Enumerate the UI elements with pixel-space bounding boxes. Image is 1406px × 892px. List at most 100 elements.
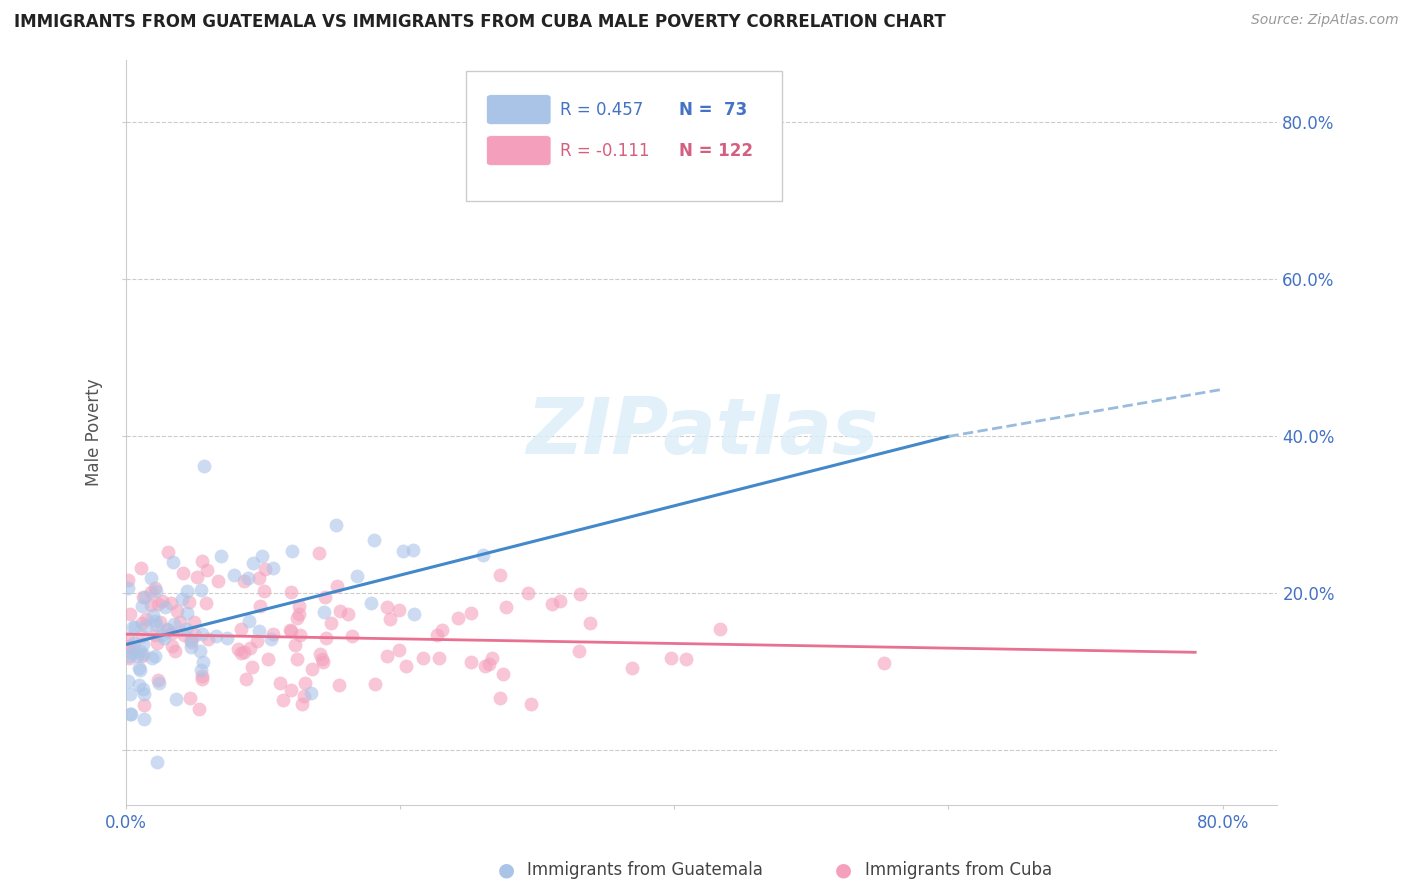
Point [621, 661, 644, 675]
Point [148, 676, 170, 690]
Point [163, 617, 186, 632]
Point [294, 676, 316, 690]
Point [129, 643, 152, 657]
Point [404, 607, 426, 621]
Point [132, 698, 155, 712]
Point [659, 651, 682, 665]
Point [429, 651, 451, 665]
Point [166, 604, 188, 618]
Y-axis label: Male Poverty: Male Poverty [86, 379, 103, 486]
Point [152, 628, 174, 642]
Point [280, 624, 302, 639]
Point [134, 591, 156, 605]
Point [125, 649, 148, 664]
Point [229, 646, 252, 660]
Point [233, 574, 256, 588]
Text: Immigrants from Guatemala: Immigrants from Guatemala [527, 861, 763, 879]
Point [184, 628, 207, 642]
Point [491, 666, 513, 681]
Point [340, 629, 363, 643]
Point [337, 607, 360, 622]
Point [250, 549, 273, 563]
Point [118, 639, 141, 653]
Point [190, 669, 212, 683]
Point [193, 458, 215, 473]
Point [139, 571, 162, 585]
Point [118, 687, 141, 701]
Point [156, 623, 179, 637]
Point [278, 623, 301, 637]
Point [262, 627, 284, 641]
Point [308, 647, 330, 661]
Point [118, 648, 141, 663]
Point [478, 657, 501, 671]
Point [183, 615, 205, 629]
Point [121, 646, 143, 660]
Point [489, 690, 512, 705]
Point [190, 582, 212, 597]
Point [363, 533, 385, 547]
Point [172, 591, 194, 606]
Point [145, 584, 167, 599]
Point [190, 554, 212, 568]
Point [291, 698, 314, 712]
Point [160, 625, 183, 640]
Point [426, 628, 449, 642]
Point [173, 628, 195, 642]
Point [157, 624, 180, 638]
Text: N =  73: N = 73 [679, 101, 747, 119]
Point [388, 642, 411, 657]
Point [238, 614, 260, 628]
Point [315, 631, 337, 645]
Point [301, 662, 323, 676]
Point [142, 608, 165, 623]
Point [139, 599, 162, 613]
Point [280, 683, 302, 698]
Point [233, 644, 256, 658]
Point [520, 697, 543, 711]
Point [122, 642, 145, 657]
Point [131, 616, 153, 631]
Point [172, 566, 194, 580]
Point [132, 590, 155, 604]
Point [568, 644, 591, 658]
Point [392, 543, 415, 558]
FancyBboxPatch shape [465, 70, 782, 202]
Point [395, 659, 418, 673]
Text: N = 122: N = 122 [679, 142, 752, 160]
Point [364, 676, 387, 690]
Point [152, 631, 174, 645]
Point [242, 557, 264, 571]
Point [329, 603, 352, 617]
Point [132, 682, 155, 697]
Point [229, 622, 252, 636]
Point [146, 755, 169, 769]
Point [284, 639, 307, 653]
Point [312, 605, 335, 619]
Point [143, 581, 166, 595]
Point [149, 615, 172, 630]
Point [176, 584, 198, 599]
Point [197, 632, 219, 647]
Point [271, 693, 294, 707]
Point [180, 640, 202, 654]
Point [132, 647, 155, 661]
Point [117, 631, 139, 645]
Point [153, 600, 176, 615]
Point [262, 561, 284, 575]
Point [128, 661, 150, 675]
Point [180, 635, 202, 649]
Point [169, 615, 191, 630]
Point [145, 617, 167, 632]
Point [269, 675, 291, 690]
Point [117, 582, 139, 596]
Point [311, 652, 333, 666]
Point [191, 672, 214, 686]
Text: ZIPatlas: ZIPatlas [526, 394, 877, 470]
FancyBboxPatch shape [486, 136, 551, 166]
Point [299, 686, 322, 700]
Point [120, 707, 142, 722]
Point [162, 555, 184, 569]
Point [135, 618, 157, 632]
Point [209, 549, 232, 563]
